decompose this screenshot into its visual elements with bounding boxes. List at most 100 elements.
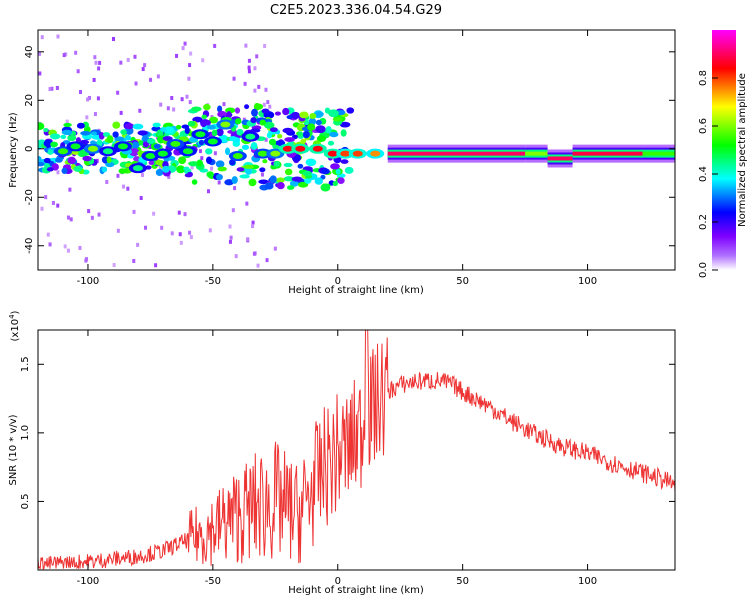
- spectrogram-cell: [315, 119, 322, 126]
- spectrogram-speckle: [232, 76, 236, 81]
- snr-multiplier: (x104): [8, 310, 21, 341]
- spectrogram-speckle: [97, 212, 101, 217]
- spectrogram-cell: [339, 121, 351, 128]
- spectrogram-speckle: [140, 172, 144, 177]
- colorbar-tick-label: 0.2: [698, 214, 709, 230]
- spectrogram-cell: [176, 165, 186, 174]
- spectrogram-cell: [263, 121, 275, 129]
- spectrogram-cell: [205, 148, 213, 155]
- spectrogram-cell: [152, 122, 161, 128]
- spectrogram-blob: [232, 153, 243, 160]
- spectrogram-cell: [244, 167, 253, 175]
- snr-y-ticks: 0.5 1.0 1.5: [20, 356, 675, 509]
- spectrogram-cell: [299, 111, 309, 119]
- spectrogram-cell: [203, 103, 211, 111]
- spectrogram-cell: [63, 122, 72, 128]
- spectrogram-speckle: [251, 224, 255, 229]
- spectrogram-cell: [309, 113, 317, 119]
- spectrogram-speckle: [152, 211, 156, 216]
- spectrogram-cell: [297, 181, 309, 188]
- spectrogram-cell: [215, 174, 223, 181]
- spectrogram-cell: [239, 174, 250, 179]
- spectrogram-cell: [269, 175, 277, 184]
- spectrogram-cell: [305, 158, 317, 167]
- snr-x-ticks: -100 -50 0 50 100: [77, 330, 597, 587]
- spectrogram-cell: [308, 117, 317, 126]
- spectrogram-speckle: [76, 69, 80, 74]
- spectrogram-cell: [262, 159, 268, 164]
- spectrogram-speckle: [56, 170, 60, 175]
- spectrogram-cell: [285, 137, 294, 142]
- spectrogram-speckle: [159, 102, 163, 107]
- spectrogram-cell: [146, 138, 156, 144]
- spectrogram-ridge-core: [547, 156, 573, 161]
- spectrogram-cell: [142, 134, 148, 142]
- spectrogram-cell: [215, 160, 225, 168]
- spectrogram-ridge-core: [525, 151, 548, 156]
- spectrogram-speckle: [245, 201, 249, 206]
- spectrogram-speckle: [136, 242, 140, 247]
- spectrogram-cell: [302, 130, 310, 139]
- spectrogram-cell: [198, 139, 205, 146]
- spectrogram-speckle: [253, 66, 257, 71]
- spectrogram-cell: [250, 128, 261, 133]
- spectrogram-speckle: [105, 180, 109, 185]
- spectrogram-cell: [47, 149, 53, 155]
- spectrogram-cell: [132, 123, 144, 130]
- colorbar-tick-label: 0.8: [698, 70, 709, 86]
- spectrogram-speckle: [217, 180, 221, 185]
- spectrogram-blob: [170, 140, 181, 147]
- spectrogram-speckle: [158, 166, 162, 171]
- spectrogram-cell: [225, 147, 231, 156]
- spectrogram-speckle: [133, 54, 137, 59]
- spectrogram-speckle: [189, 51, 193, 56]
- spectrogram-cell: [114, 136, 125, 142]
- spectrogram-cell: [274, 111, 281, 116]
- spectrogram-cell: [276, 177, 285, 183]
- spectrogram-cell: [38, 156, 42, 162]
- spectrogram-speckle: [244, 43, 248, 48]
- spectrogram-cell: [131, 141, 140, 149]
- colorbar: 0.0 0.2 0.4 0.6 0.8 Normalized spectral ampl…: [698, 30, 748, 278]
- spectrogram-marks: [38, 34, 675, 268]
- spectrogram-cell: [125, 134, 132, 141]
- spectrogram-cell: [61, 129, 73, 136]
- spectrogram-cell: [176, 124, 182, 130]
- spectrogram-speckle: [139, 196, 143, 201]
- spectrogram-blob: [270, 150, 281, 157]
- spectrogram-speckle: [74, 50, 78, 55]
- spectrogram-speckle: [247, 69, 251, 74]
- spectrogram-speckle: [38, 51, 42, 56]
- spectrogram-blob: [70, 143, 81, 150]
- spectrogram-speckle: [126, 186, 130, 191]
- spectrogram-cell: [235, 118, 242, 125]
- spectrogram-cell: [200, 119, 207, 128]
- snr-panel: -100 -50 0 50 100 0.5 1.0 1.5 (x104) Height of…: [8, 310, 676, 596]
- spectrogram-y-ticks: -40 -20 0 20 40: [24, 45, 675, 254]
- spectrogram-cell: [112, 121, 121, 129]
- spectrogram-speckle: [181, 46, 185, 51]
- spectrogram-speckle: [126, 57, 130, 62]
- spectrogram-cell: [38, 161, 45, 167]
- spectrogram-blob: [132, 165, 143, 172]
- spectrogram-blob: [352, 150, 363, 157]
- spectrogram-cell: [250, 142, 258, 150]
- spectrogram-blob: [245, 133, 256, 140]
- spectrogram-speckle: [167, 174, 171, 179]
- spectrogram-cell: [128, 148, 140, 157]
- spectrogram-speckle: [188, 230, 192, 235]
- spectrogram-speckle: [92, 77, 96, 82]
- colorbar-tick-label: 0.6: [698, 118, 709, 134]
- spectrogram-cell: [332, 181, 339, 187]
- spectrogram-cell: [321, 168, 330, 175]
- spectrogram-cell: [60, 134, 67, 139]
- spectrogram-speckle: [154, 263, 158, 268]
- spectrogram-speckle: [144, 225, 148, 230]
- spectrogram-speckle: [78, 245, 82, 250]
- spectrogram-speckle: [180, 97, 184, 102]
- snr-series-line: [38, 330, 675, 570]
- spectrogram-cell: [315, 111, 324, 117]
- spectrogram-x-tick-label: 100: [578, 276, 597, 287]
- spectrogram-cell: [231, 176, 238, 184]
